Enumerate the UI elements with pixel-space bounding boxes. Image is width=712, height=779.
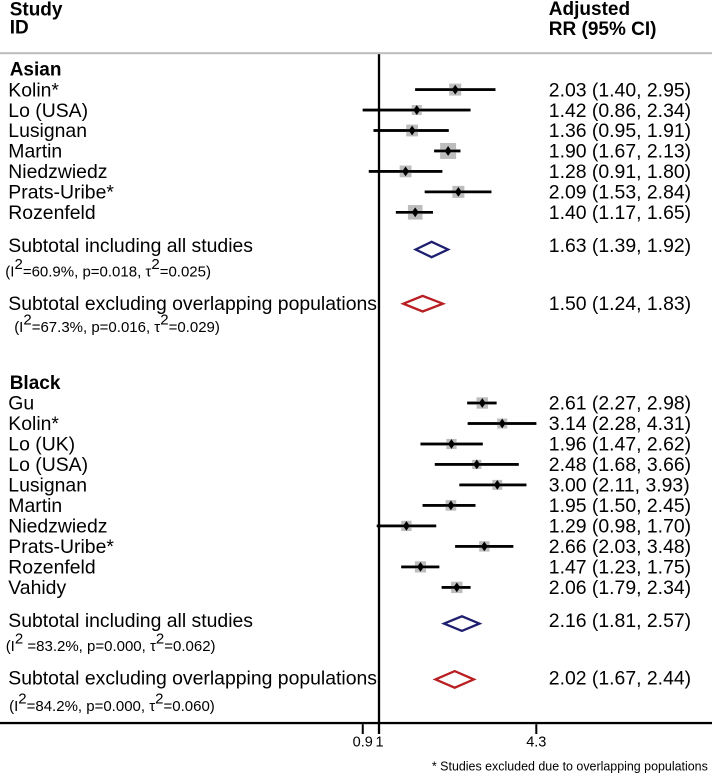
svg-text:3.00 (2.11, 3.93): 3.00 (2.11, 3.93) xyxy=(549,475,690,497)
svg-text:Prats-Uribe*: Prats-Uribe* xyxy=(8,182,114,204)
svg-text:Lo (USA): Lo (USA) xyxy=(8,454,88,476)
svg-text:Adjusted: Adjusted xyxy=(549,0,630,20)
svg-text:Martin: Martin xyxy=(8,495,62,517)
svg-text:Kolin*: Kolin* xyxy=(8,79,59,101)
svg-text:3.14 (2.28, 4.31): 3.14 (2.28, 4.31) xyxy=(549,413,691,435)
svg-text:2.66 (2.03, 3.48): 2.66 (2.03, 3.48) xyxy=(549,536,691,558)
svg-text:Lusignan: Lusignan xyxy=(8,475,87,497)
svg-text:RR (95% CI): RR (95% CI) xyxy=(549,19,657,40)
svg-text:Lo (UK): Lo (UK) xyxy=(8,434,75,456)
svg-text:2.06 (1.79, 2.34): 2.06 (1.79, 2.34) xyxy=(549,577,691,599)
svg-text:Subtotal including all studies: Subtotal including all studies xyxy=(8,610,253,632)
svg-text:Vahidy: Vahidy xyxy=(8,577,66,599)
svg-text:1.36 (0.95, 1.91): 1.36 (0.95, 1.91) xyxy=(549,120,691,142)
svg-text:1.40 (1.17, 1.65): 1.40 (1.17, 1.65) xyxy=(549,202,691,224)
svg-text:Gu: Gu xyxy=(8,393,34,415)
svg-text:Kolin*: Kolin* xyxy=(8,413,59,435)
svg-text:Martin: Martin xyxy=(8,141,62,163)
svg-text:1.90 (1.67, 2.13): 1.90 (1.67, 2.13) xyxy=(549,141,691,163)
svg-text:Lusignan: Lusignan xyxy=(8,120,87,142)
svg-text:2.02 (1.67, 2.44): 2.02 (1.67, 2.44) xyxy=(549,667,691,689)
svg-text:2.16 (1.81, 2.57): 2.16 (1.81, 2.57) xyxy=(549,610,691,632)
svg-text:1.50 (1.24, 1.83): 1.50 (1.24, 1.83) xyxy=(549,293,691,315)
svg-text:Subtotal excluding overlapping: Subtotal excluding overlapping populatio… xyxy=(8,293,377,315)
svg-text:Rozenfeld: Rozenfeld xyxy=(8,202,95,224)
svg-text:1.63 (1.39, 1.92): 1.63 (1.39, 1.92) xyxy=(549,235,691,257)
svg-text:Subtotal excluding overlapping: Subtotal excluding overlapping populatio… xyxy=(8,667,377,689)
svg-text:* Studies excluded due to over: * Studies excluded due to overlapping po… xyxy=(432,760,708,774)
svg-text:ID: ID xyxy=(10,18,29,39)
svg-text:1: 1 xyxy=(375,735,383,751)
svg-text:2.48 (1.68, 3.66): 2.48 (1.68, 3.66) xyxy=(549,454,691,476)
svg-text:2.09 (1.53, 2.84): 2.09 (1.53, 2.84) xyxy=(549,182,691,204)
svg-text:Prats-Uribe*: Prats-Uribe* xyxy=(8,536,114,558)
svg-text:4.3: 4.3 xyxy=(526,735,546,751)
svg-text:Lo (USA): Lo (USA) xyxy=(8,100,88,122)
svg-text:Study: Study xyxy=(10,0,63,20)
svg-text:Niedzwiedz: Niedzwiedz xyxy=(8,161,107,183)
svg-text:1.28 (0.91, 1.80): 1.28 (0.91, 1.80) xyxy=(549,161,691,183)
svg-text:Asian: Asian xyxy=(10,60,62,81)
svg-text:0.9: 0.9 xyxy=(353,735,373,751)
svg-text:Subtotal including all studies: Subtotal including all studies xyxy=(8,235,253,257)
svg-text:Niedzwiedz: Niedzwiedz xyxy=(8,516,107,538)
svg-text:1.95 (1.50, 2.45): 1.95 (1.50, 2.45) xyxy=(549,495,691,517)
svg-text:2.03 (1.40, 2.95): 2.03 (1.40, 2.95) xyxy=(549,79,691,101)
svg-text:1.96 (1.47, 2.62): 1.96 (1.47, 2.62) xyxy=(549,434,691,456)
svg-text:1.47 (1.23, 1.75): 1.47 (1.23, 1.75) xyxy=(549,557,691,579)
svg-text:Rozenfeld: Rozenfeld xyxy=(8,557,95,579)
svg-text:1.42 (0.86, 2.34): 1.42 (0.86, 2.34) xyxy=(549,100,691,122)
svg-text:1.29 (0.98, 1.70): 1.29 (0.98, 1.70) xyxy=(549,516,691,538)
svg-text:2.61 (2.27, 2.98): 2.61 (2.27, 2.98) xyxy=(549,393,691,415)
svg-text:Black: Black xyxy=(10,373,61,394)
